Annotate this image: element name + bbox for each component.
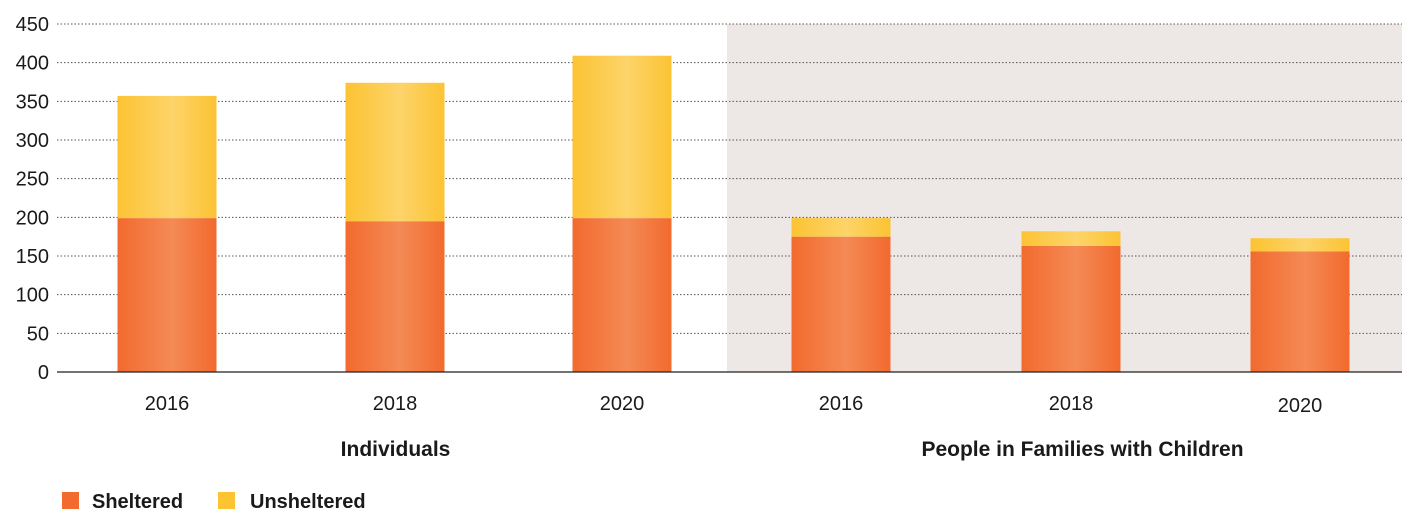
- bar-sheltered-individuals-2018: [345, 221, 445, 372]
- y-tick-label: 250: [16, 169, 49, 191]
- y-tick-label: 150: [16, 246, 49, 268]
- y-tick-label: 300: [16, 130, 49, 152]
- y-tick-label: 0: [38, 362, 49, 384]
- group-label: People in Families with Children: [921, 438, 1243, 461]
- legend-label-sheltered: Sheltered: [92, 491, 183, 512]
- x-tick-label: 2018: [373, 393, 418, 415]
- x-tick-label: 2016: [145, 393, 190, 415]
- bar-unsheltered-individuals-2020: [572, 55, 672, 219]
- x-tick-label: 2020: [600, 393, 645, 415]
- bar-unsheltered-people-in-families-with-children-2020: [1250, 238, 1350, 252]
- x-tick-label: 2018: [1049, 393, 1094, 415]
- bar-unsheltered-people-in-families-with-children-2018: [1021, 231, 1121, 246]
- y-tick-label: 450: [16, 14, 49, 36]
- bar-sheltered-people-in-families-with-children-2016: [791, 236, 891, 372]
- legend-label-unsheltered: Unsheltered: [250, 491, 366, 512]
- bar-sheltered-people-in-families-with-children-2020: [1250, 251, 1350, 372]
- legend-swatch-sheltered: [62, 492, 79, 509]
- bar-unsheltered-people-in-families-with-children-2016: [791, 218, 891, 237]
- group-label: Individuals: [341, 438, 451, 461]
- bar-sheltered-people-in-families-with-children-2018: [1021, 245, 1121, 372]
- y-tick-label: 50: [27, 323, 49, 345]
- y-tick-label: 200: [16, 207, 49, 229]
- y-tick-label: 400: [16, 53, 49, 75]
- bar-sheltered-individuals-2016: [117, 218, 217, 372]
- legend-swatch-unsheltered: [218, 492, 235, 509]
- bar-sheltered-individuals-2020: [572, 218, 672, 372]
- bar-unsheltered-individuals-2016: [117, 95, 217, 219]
- y-tick-label: 100: [16, 285, 49, 307]
- y-tick-label: 350: [16, 91, 49, 113]
- bar-unsheltered-individuals-2018: [345, 82, 445, 222]
- x-tick-label: 2016: [819, 393, 864, 415]
- x-tick-label: 2020: [1278, 395, 1323, 417]
